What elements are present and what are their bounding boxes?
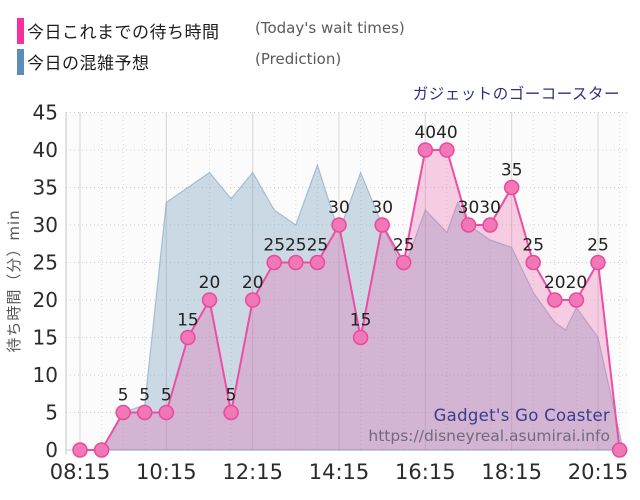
y-axis-tick-label: 0 — [45, 438, 58, 462]
data-point-marker — [331, 217, 347, 233]
x-axis-tick-label: 18:15 — [481, 460, 542, 484]
data-point-marker — [223, 404, 239, 421]
legend-item-today-wait: 今日これまでの待ち時間 (Today's wait times) — [17, 15, 447, 46]
data-point-marker — [266, 254, 282, 271]
data-point-marker — [244, 292, 261, 308]
y-axis-tick-label: 15 — [33, 326, 58, 350]
y-axis-tick-label: 10 — [33, 363, 58, 387]
watermark-title: Gadget's Go Coaster — [434, 406, 610, 425]
data-point-marker — [460, 217, 477, 233]
data-point-marker — [611, 442, 628, 458]
data-point-label: 5 — [139, 386, 150, 406]
data-point-label: 25 — [263, 236, 285, 256]
data-point-marker — [525, 254, 541, 271]
data-point-label: 15 — [177, 311, 199, 331]
x-axis-tick-label: 14:15 — [309, 460, 370, 484]
data-point-label: 30 — [328, 198, 350, 218]
data-point-label: 5 — [161, 386, 172, 406]
x-axis-tick-label: 16:15 — [395, 460, 456, 484]
data-point-marker — [482, 217, 498, 233]
x-axis-tick-label: 20:15 — [568, 460, 629, 484]
data-point-marker — [201, 292, 218, 308]
legend: 今日これまでの待ち時間 (Today's wait times) 今日の混雑予想… — [17, 15, 447, 77]
data-point-label: 40 — [414, 123, 436, 143]
data-point-marker — [417, 142, 434, 158]
y-axis-tick-label: 20 — [33, 288, 58, 312]
data-point-marker — [395, 254, 412, 271]
data-point-marker — [352, 329, 369, 346]
data-point-label: 5 — [226, 386, 237, 406]
x-axis-tick-label: 08:15 — [50, 460, 111, 484]
data-point-label: 30 — [371, 198, 393, 218]
data-point-label: 25 — [522, 236, 544, 256]
attraction-title: ガジェットのゴーコースター — [412, 85, 620, 103]
data-point-marker — [93, 442, 110, 458]
legend-sublabel-today: (Today's wait times) — [255, 19, 405, 37]
data-point-label: 20 — [242, 273, 264, 293]
data-point-marker — [180, 329, 196, 346]
data-point-label: 30 — [479, 198, 501, 218]
data-point-label: 20 — [199, 273, 221, 293]
x-axis-tick-label: 12:15 — [222, 460, 283, 484]
data-point-marker — [439, 142, 455, 158]
data-point-label: 5 — [118, 386, 129, 406]
x-axis-tick-label: 10:15 — [136, 460, 197, 484]
data-point-label: 25 — [307, 236, 329, 256]
today-wait-line — [80, 149, 621, 451]
data-point-label: 35 — [501, 161, 523, 181]
y-axis-tick-label: 35 — [33, 176, 58, 200]
data-point-label: 30 — [458, 198, 480, 218]
data-point-marker — [547, 292, 563, 308]
data-point-label: 25 — [285, 236, 307, 256]
data-point-marker — [72, 442, 88, 458]
data-point-label: 40 — [436, 123, 458, 143]
legend-sublabel-prediction: (Prediction) — [255, 50, 342, 68]
y-axis-tick-label: 45 — [33, 101, 58, 125]
data-point-marker — [158, 404, 175, 421]
data-point-marker — [590, 254, 606, 271]
data-point-marker — [136, 404, 153, 421]
y-axis-tick-label: 30 — [33, 213, 58, 237]
data-point-marker — [288, 254, 304, 271]
y-axis-tick-label: 40 — [33, 138, 58, 162]
legend-item-prediction: 今日の混雑予想 (Prediction) — [17, 46, 447, 77]
legend-label-today: 今日これまでの待ち時間 — [27, 23, 220, 43]
data-point-label: 25 — [587, 236, 609, 256]
data-point-marker — [374, 217, 390, 233]
y-axis-tick-label: 5 — [45, 401, 58, 425]
data-point-marker — [568, 292, 585, 308]
y-axis-tick-label: 25 — [33, 251, 58, 275]
data-point-marker — [309, 254, 326, 271]
today-series-swatch — [17, 17, 24, 44]
data-point-label: 25 — [393, 236, 415, 256]
data-point-label: 15 — [350, 311, 372, 331]
data-point-label: 20 — [566, 273, 588, 293]
data-point-marker — [503, 179, 520, 196]
prediction-series-swatch — [17, 48, 24, 75]
data-point-marker — [115, 404, 131, 421]
watermark-url: https://disneyreal.asumirai.info — [368, 427, 610, 445]
y-axis-title: 待ち時間（分）min — [5, 209, 23, 352]
plot-background — [66, 112, 628, 451]
legend-label-prediction: 今日の混雑予想 — [27, 54, 150, 74]
data-point-label: 20 — [544, 273, 566, 293]
